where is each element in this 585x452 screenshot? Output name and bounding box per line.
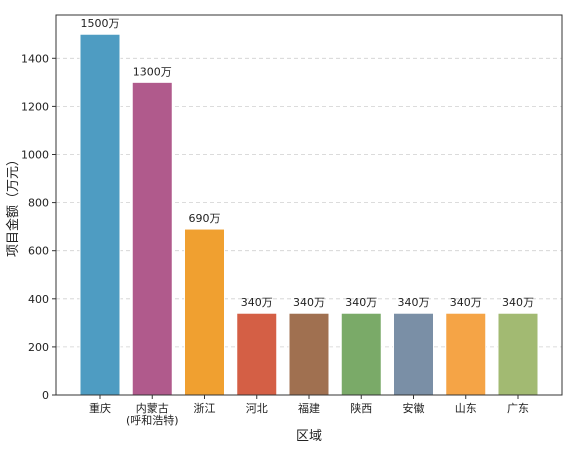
y-tick-label: 0 [42,389,49,402]
bars [79,33,539,396]
value-labels: 1500万 1300万 690万 340万 340万 340万 340万 340万 340万 [81,17,535,309]
y-tick-label: 600 [28,245,49,258]
x-axis-title: 区域 [296,429,322,444]
bar [131,81,173,396]
bar [340,312,382,396]
bar [236,312,278,396]
bar [79,33,121,396]
x-tick-label: 重庆 [89,401,111,415]
bar-value-label: 690万 [189,212,221,225]
bar-value-label: 340万 [293,296,325,309]
y-tick-label: 1400 [21,52,49,65]
bar-value-label: 1300万 [133,65,172,78]
x-tick-label: (呼和浩特) [126,413,179,427]
x-tick-label: 安徽 [403,401,425,415]
bar-value-label: 340万 [502,296,534,309]
x-axis-ticks: 重庆 内蒙古(呼和浩特) 浙江 河北 福建 陕西 安徽 山东 广东 [89,395,529,427]
x-tick-label: 山东 [455,402,477,415]
x-tick-label: 河北 [246,402,268,415]
bar [288,312,330,396]
y-tick-label: 800 [28,197,49,210]
bar [497,312,539,396]
x-tick-label: 浙江 [194,402,216,415]
x-tick-label: 内蒙古 [136,401,169,415]
bar [445,312,487,396]
bar-value-label: 340万 [241,296,273,309]
bar-value-label: 340万 [398,296,430,309]
x-tick-label: 福建 [298,401,320,415]
bar-value-label: 340万 [450,296,482,309]
x-tick-label: 陕西 [350,401,372,415]
y-tick-label: 400 [28,293,49,306]
y-tick-label: 1200 [21,100,49,113]
y-tick-label: 200 [28,341,49,354]
y-axis-ticks: 0 200 400 600 800 1000 1200 1400 [21,52,56,402]
bar [393,312,434,396]
bar-value-label: 1500万 [81,17,120,30]
y-tick-label: 1000 [21,148,49,161]
bar-value-label: 340万 [345,296,377,309]
bar [184,228,225,396]
x-tick-label: 广东 [507,402,529,415]
y-axis-title: 项目金额（万元） [5,153,21,257]
